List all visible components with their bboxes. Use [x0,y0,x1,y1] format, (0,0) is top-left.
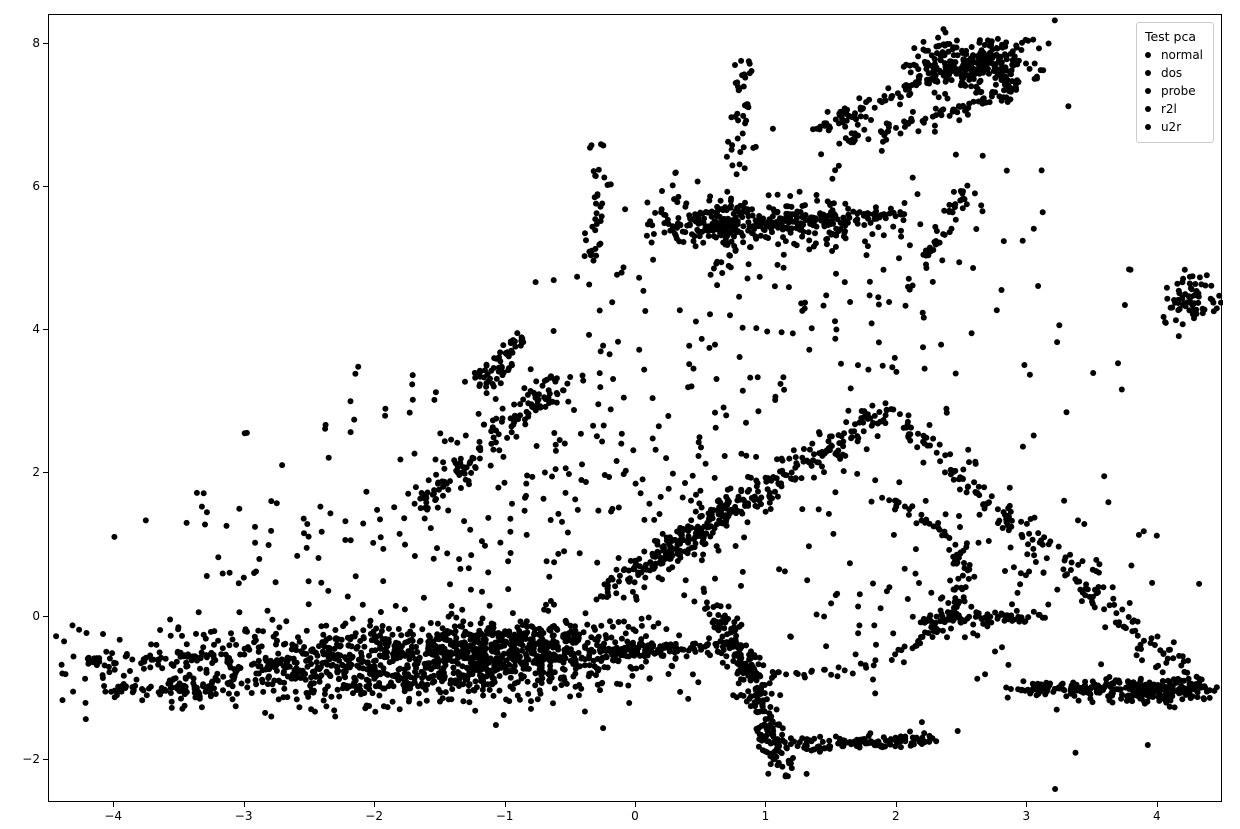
legend-marker-icon [1145,52,1151,58]
legend-label: probe [1161,84,1196,98]
x-tick-mark [1157,802,1158,807]
x-tick-label: 4 [1153,809,1161,823]
x-tick-label: 0 [631,809,639,823]
legend-label: dos [1161,66,1182,80]
legend-label: normal [1161,48,1203,62]
legend-label: u2r [1161,120,1181,134]
x-tick-label: 2 [892,809,900,823]
legend-item: normal [1145,46,1203,64]
y-tick-label: 4 [32,322,40,336]
legend-item: u2r [1145,118,1203,136]
x-tick-mark [635,802,636,807]
legend-label: r2l [1161,102,1177,116]
x-tick-mark [374,802,375,807]
legend-marker-icon [1145,70,1151,76]
scatter-points [49,15,1223,803]
x-tick-mark [113,802,114,807]
scatter-chart: Test pca normal dos probe r2l u2r −4 −3 −2 −1 0 1… [0,0,1240,829]
y-tick-label: −2 [22,752,40,766]
y-tick-mark [43,759,48,760]
x-tick-mark [765,802,766,807]
plot-area [48,14,1222,802]
y-tick-label: 2 [32,465,40,479]
x-tick-mark [505,802,506,807]
legend-item: probe [1145,82,1203,100]
y-tick-mark [43,616,48,617]
legend-marker-icon [1145,124,1151,130]
legend-item: r2l [1145,100,1203,118]
x-tick-mark [896,802,897,807]
y-tick-mark [43,43,48,44]
legend-marker-icon [1145,88,1151,94]
x-tick-label: −2 [365,809,383,823]
y-tick-mark [43,329,48,330]
legend-item: dos [1145,64,1203,82]
legend: Test pca normal dos probe r2l u2r [1136,22,1214,143]
legend-marker-icon [1145,106,1151,112]
y-tick-mark [43,186,48,187]
y-tick-mark [43,472,48,473]
y-tick-label: 6 [32,179,40,193]
y-tick-label: 0 [32,609,40,623]
x-tick-label: 3 [1023,809,1031,823]
x-tick-label: −4 [104,809,122,823]
x-tick-label: 1 [762,809,770,823]
x-tick-label: −1 [496,809,514,823]
x-tick-mark [1026,802,1027,807]
x-tick-label: −3 [235,809,253,823]
y-tick-label: 8 [32,36,40,50]
x-tick-mark [244,802,245,807]
legend-title: Test pca [1145,29,1203,44]
